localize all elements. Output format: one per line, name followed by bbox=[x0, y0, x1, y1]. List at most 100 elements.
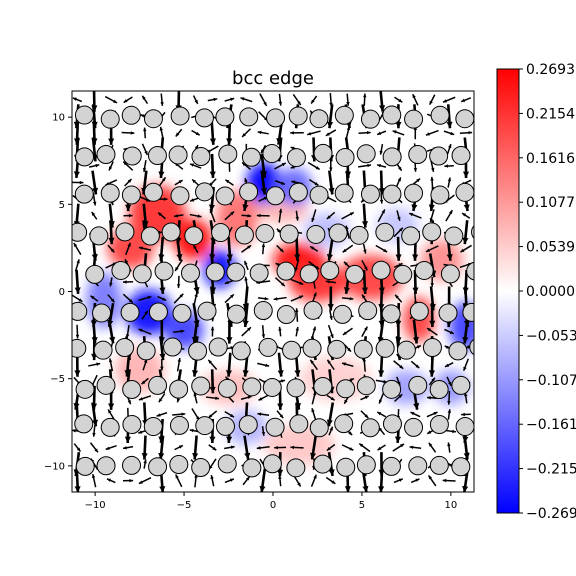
vector-arrowhead bbox=[378, 486, 385, 492]
vector-arrowhead bbox=[73, 242, 78, 247]
vector-arrowhead bbox=[394, 436, 402, 443]
vector-arrowhead bbox=[377, 164, 381, 168]
vector-arrowhead bbox=[209, 171, 216, 178]
vector-arrowhead bbox=[190, 163, 195, 167]
vector-arrowhead bbox=[294, 254, 301, 261]
vector-arrowhead bbox=[265, 363, 270, 367]
vector-arrowhead bbox=[247, 245, 252, 249]
vector-arrowhead bbox=[311, 217, 315, 222]
vector-arrowhead bbox=[350, 378, 355, 382]
vector-arrowhead bbox=[247, 214, 252, 218]
vector-arrowhead bbox=[277, 403, 284, 410]
vector-arrowhead bbox=[94, 448, 98, 453]
colorbar-tick-label: 0.0539 bbox=[526, 240, 575, 256]
vector-arrowhead bbox=[398, 478, 403, 482]
vector-arrowhead bbox=[462, 336, 469, 344]
atom-marker bbox=[72, 222, 88, 242]
vector-arrowhead bbox=[398, 394, 403, 398]
vector-arrowhead bbox=[463, 392, 468, 397]
vector-arrowhead bbox=[415, 478, 420, 482]
atom-marker bbox=[170, 106, 190, 126]
vector-arrowhead bbox=[314, 182, 319, 186]
vector-arrowhead bbox=[108, 138, 115, 145]
vector-arrowhead bbox=[92, 201, 97, 206]
vector-arrowhead bbox=[364, 266, 368, 271]
vector-arrowhead bbox=[431, 167, 435, 172]
atom-marker bbox=[253, 300, 273, 320]
atom-marker bbox=[72, 338, 87, 358]
atom-marker bbox=[169, 455, 189, 475]
vector-arrowhead bbox=[448, 144, 452, 149]
vector-arrowhead bbox=[192, 452, 199, 460]
vector-arrowhead bbox=[140, 114, 145, 118]
vector-arrowhead bbox=[144, 310, 148, 315]
vector-arrowhead bbox=[224, 280, 229, 285]
atom-marker bbox=[93, 340, 113, 360]
vector-arrowhead bbox=[159, 353, 166, 361]
vector-arrowhead bbox=[344, 261, 348, 266]
atom-marker bbox=[408, 145, 428, 165]
atom-marker bbox=[249, 263, 269, 283]
vector-arrowhead bbox=[209, 436, 216, 443]
vector-arrowhead bbox=[226, 337, 233, 344]
vector-arrowhead bbox=[78, 298, 83, 302]
vector-arrowhead bbox=[141, 453, 148, 460]
atom-marker bbox=[180, 263, 200, 283]
atom-marker bbox=[302, 338, 322, 358]
atom-marker bbox=[74, 414, 94, 434]
vector-arrowhead bbox=[295, 308, 299, 312]
vector-arrowhead bbox=[256, 446, 261, 450]
atom-marker bbox=[396, 340, 416, 360]
atom-marker bbox=[451, 457, 471, 477]
vector-arrowhead bbox=[299, 295, 304, 299]
vector-arrowhead bbox=[76, 447, 81, 452]
atom-marker bbox=[188, 341, 208, 361]
vector-arrowhead bbox=[364, 414, 369, 419]
vector-arrowhead bbox=[446, 254, 453, 261]
atom-marker bbox=[429, 415, 449, 435]
atom-marker bbox=[429, 146, 449, 166]
atom-marker bbox=[469, 338, 474, 356]
vector-arrowhead bbox=[278, 101, 283, 106]
vector-arrowhead bbox=[461, 98, 466, 102]
vector-arrowhead bbox=[158, 171, 165, 178]
atom-marker bbox=[286, 148, 306, 168]
colorbar-tick-label: 0.2693 bbox=[526, 62, 575, 78]
vector-arrowhead bbox=[127, 400, 131, 405]
vector-arrowhead bbox=[361, 198, 365, 203]
atom-marker bbox=[353, 339, 373, 359]
atom-marker bbox=[360, 184, 380, 204]
vector-arrowhead bbox=[108, 237, 115, 245]
colorbar-tick-label: 0.1077 bbox=[526, 195, 575, 211]
vector-arrowhead bbox=[256, 213, 261, 218]
atom-marker bbox=[75, 456, 95, 476]
vector-arrowhead bbox=[344, 399, 348, 404]
vector-arrowhead bbox=[176, 284, 181, 288]
vector-arrowhead bbox=[244, 178, 248, 183]
vector-arrowhead bbox=[129, 478, 134, 483]
vector-arrowhead bbox=[240, 97, 245, 101]
vector-arrowhead bbox=[281, 162, 286, 167]
vector-arrowhead bbox=[113, 99, 118, 103]
vector-arrowhead bbox=[449, 330, 454, 334]
vector-arrowhead bbox=[210, 475, 214, 480]
vector-arrowhead bbox=[72, 429, 76, 433]
atom-marker bbox=[336, 379, 356, 399]
vector-arrowhead bbox=[247, 395, 252, 400]
atom-marker bbox=[170, 186, 190, 206]
vector-arrowhead bbox=[364, 326, 368, 331]
vector-arrowhead bbox=[383, 248, 388, 253]
vector-arrowhead bbox=[397, 177, 401, 182]
atom-marker bbox=[239, 107, 259, 127]
vector-arrowhead bbox=[144, 151, 148, 156]
vector-arrowhead bbox=[138, 328, 143, 332]
atom-marker bbox=[381, 456, 401, 476]
atom-marker bbox=[169, 415, 189, 435]
vector-arrowhead bbox=[398, 98, 403, 103]
vector-arrowhead bbox=[179, 293, 184, 298]
vector-arrowhead bbox=[90, 295, 95, 300]
colorbar-tick-label: −0.1077 bbox=[526, 373, 576, 389]
vector-arrowhead bbox=[294, 370, 301, 377]
atom-marker bbox=[313, 143, 333, 163]
atom-marker bbox=[313, 376, 333, 396]
